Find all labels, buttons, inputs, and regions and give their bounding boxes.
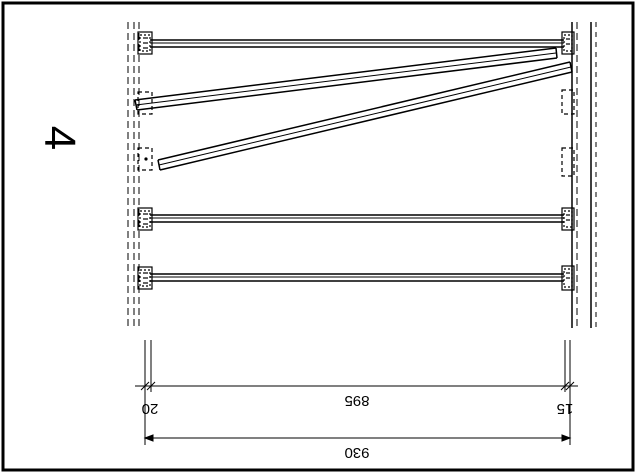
dim-clear-span: 895 bbox=[344, 392, 369, 409]
left-upright bbox=[127, 22, 140, 328]
right-connector bbox=[561, 89, 575, 115]
right-upright bbox=[571, 22, 597, 328]
beam-middle bbox=[150, 214, 564, 223]
diagonal-brace-upper bbox=[134, 47, 558, 111]
left-connector bbox=[137, 207, 153, 231]
beams bbox=[150, 39, 564, 282]
right-connector bbox=[561, 147, 575, 177]
dimension-line-clear-span bbox=[135, 381, 578, 391]
right-connector bbox=[561, 207, 575, 231]
beam-top bbox=[150, 39, 564, 48]
diagonal-brace-lower bbox=[157, 61, 573, 171]
right-connectors bbox=[561, 31, 575, 291]
left-connector bbox=[137, 266, 153, 290]
dimension-line-overall bbox=[143, 434, 572, 442]
dim-left-offset: 20 bbox=[142, 400, 159, 417]
left-connector bbox=[137, 31, 153, 55]
dim-overall-width: 930 bbox=[344, 444, 369, 461]
left-connectors bbox=[137, 31, 153, 290]
sheet-number: 4 bbox=[35, 126, 84, 150]
diagonal-braces bbox=[134, 47, 573, 171]
dim-right-offset: 15 bbox=[557, 400, 574, 417]
beam-bottom bbox=[150, 273, 564, 282]
right-connector bbox=[561, 265, 575, 291]
left-connector bbox=[137, 147, 153, 171]
extension-lines bbox=[144, 340, 571, 445]
